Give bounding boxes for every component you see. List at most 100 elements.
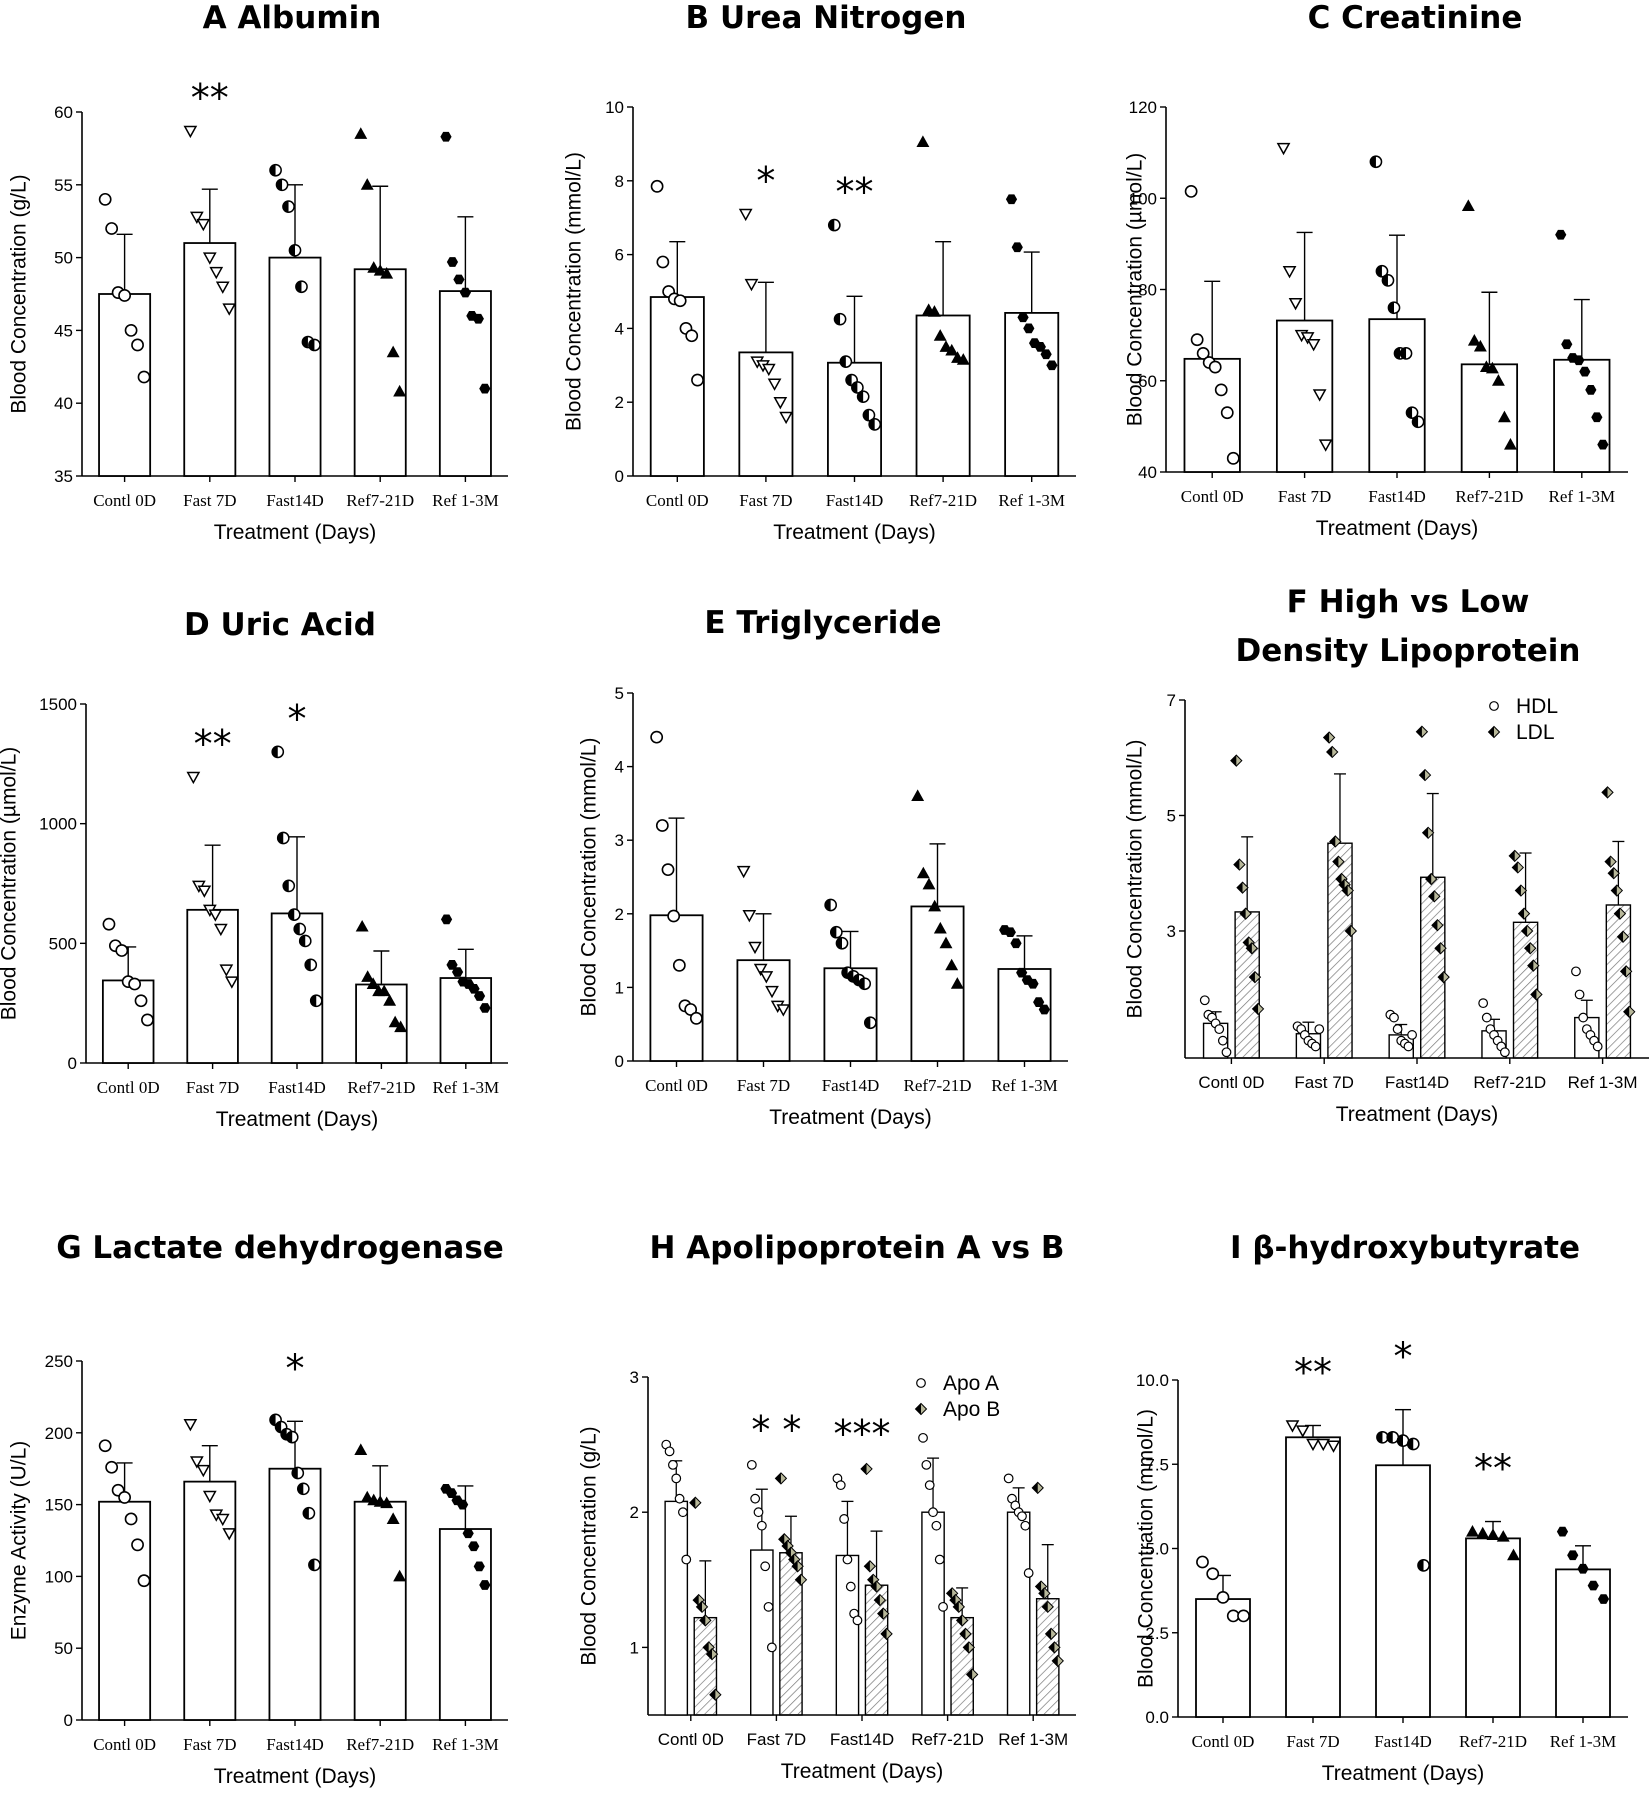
marker-half-fill (1435, 942, 1441, 954)
x-tick-label: Ref7-21D (346, 491, 414, 510)
data-point (705, 1647, 719, 1661)
bar-series-2 (693, 1616, 718, 1716)
significance-mark: * * (751, 1408, 801, 1452)
y-axis-label: Blood Concentration (mmol/L) (1124, 740, 1147, 1019)
marker-half-fill (295, 281, 302, 293)
x-axis-label: Treatment (Days) (769, 1106, 932, 1129)
y-tick-label: 5.0 (1145, 1540, 1169, 1559)
data-point (1048, 1641, 1061, 1654)
data-point (684, 1003, 698, 1016)
data-point (689, 1011, 703, 1025)
x-tick-label: Ref 1-3M (1549, 487, 1616, 506)
y-tick-label: 5 (615, 684, 624, 703)
data-point (1425, 872, 1438, 886)
marker-half-fill (272, 746, 278, 758)
marker-half-fill (881, 1628, 887, 1640)
marker-half-fill (1488, 726, 1494, 738)
data-point (1341, 884, 1354, 897)
data-point (1585, 385, 1597, 395)
marker-half-fill (1249, 971, 1255, 983)
category-group: Ref 1-3M (998, 1473, 1068, 1749)
data-point (860, 1462, 873, 1476)
data-point (1530, 988, 1543, 1001)
data-point (835, 1480, 846, 1491)
category-group: Ref7-21D (909, 135, 977, 510)
data-point (1369, 155, 1383, 169)
data-point (1467, 333, 1481, 346)
data-point (131, 338, 144, 352)
bar (1460, 363, 1519, 473)
data-point (1285, 1420, 1300, 1433)
marker-half-fill (1243, 937, 1249, 949)
data-point (209, 266, 224, 280)
data-point (472, 313, 484, 324)
panel-title: G Lactate dehydrogenase (56, 1230, 504, 1266)
data-point (1399, 347, 1413, 360)
marker-half-fill (1412, 416, 1419, 428)
marker-half-fill (1416, 726, 1422, 738)
marker-half-fill (1246, 942, 1252, 954)
bar-series-1 (835, 1554, 860, 1716)
data-point (1437, 970, 1450, 984)
data-point (1214, 1024, 1225, 1035)
data-point (1033, 997, 1045, 1007)
bar (438, 290, 492, 477)
legend-marker-series-2 (914, 1402, 928, 1416)
bar (1465, 1537, 1521, 1718)
data-point (1473, 339, 1487, 352)
marker-half-fill (1602, 786, 1608, 798)
marker-half-fill (1233, 859, 1240, 871)
data-point (1016, 967, 1028, 978)
data-point (1577, 1563, 1589, 1574)
data-point (1003, 1473, 1014, 1484)
data-point (1010, 938, 1022, 949)
data-point (1233, 858, 1246, 871)
x-tick-label: Fast 7D (1294, 1073, 1354, 1092)
data-point (1276, 142, 1291, 156)
bar-series-2 (1420, 876, 1446, 1059)
bar (1553, 358, 1611, 473)
y-tick-label: 0 (68, 1054, 77, 1073)
x-axis-label: Treatment (Days) (214, 521, 377, 544)
marker-half-fill (1230, 755, 1237, 767)
marker-half-fill (1524, 942, 1531, 954)
category-group: Fast14D (266, 163, 324, 510)
y-axis-label: Blood Concentration (µmol/L) (0, 747, 21, 1021)
y-tick-label: 7.5 (1145, 1455, 1169, 1474)
data-point (202, 1490, 217, 1504)
data-point (1221, 1047, 1232, 1058)
marker-half-fill (1382, 274, 1388, 286)
data-point (1417, 1559, 1430, 1572)
data-point (1567, 1550, 1579, 1561)
data-point (393, 384, 407, 397)
data-point (1604, 855, 1617, 868)
x-tick-label: Fast 7D (1286, 1732, 1339, 1751)
data-point (128, 977, 142, 991)
data-point (1251, 1002, 1265, 1016)
data-point (446, 257, 459, 267)
data-point (759, 971, 774, 984)
marker-half-fill (269, 164, 276, 176)
data-point (1011, 242, 1023, 253)
marker-half-fill (869, 418, 875, 430)
marker-half-fill (308, 339, 315, 351)
marker-half-fill (871, 1581, 877, 1593)
bar (183, 242, 237, 477)
data-point (965, 1668, 979, 1681)
panel-c: C Creatinine 40 60 80 100 120 Blood Concentrat… (1124, 0, 1628, 540)
bar (268, 256, 322, 477)
data-point (1230, 754, 1243, 767)
marker-half-fill (299, 935, 306, 947)
data-point (851, 381, 864, 394)
x-tick-label: Ref 1-3M (433, 1078, 500, 1097)
panel-e: E Triglyceride 0 1 2 3 4 5 Blood Concentration … (578, 605, 1068, 1129)
data-point (1038, 1004, 1050, 1015)
bar (98, 293, 152, 477)
category-group: Ref 1-3M (432, 131, 499, 510)
data-point (1514, 884, 1528, 897)
data-point (462, 1528, 474, 1539)
significance-mark: * (286, 1346, 305, 1390)
data-point (137, 1574, 151, 1588)
category-group: Ref7-21D (904, 789, 971, 1095)
data-point (1306, 339, 1321, 352)
